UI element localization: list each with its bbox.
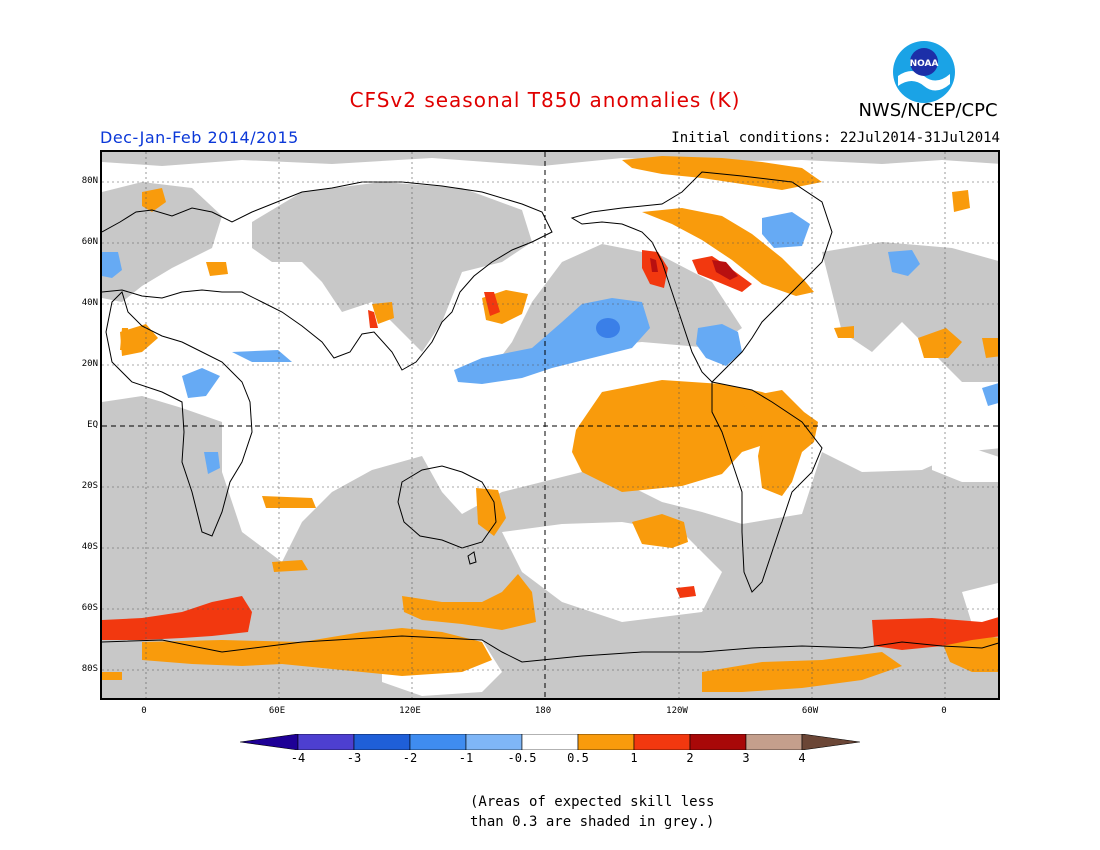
footnote-line-2: than 0.3 are shaded in grey.) [470, 814, 715, 830]
lat-label-60n: 60N [81, 237, 98, 247]
lon-label-0-east: 0 [941, 706, 947, 716]
lat-label-80n: 80N [81, 176, 98, 186]
season-label: Dec-Jan-Feb 2014/2015 [100, 128, 299, 147]
positive-anomaly-areas-orange [102, 156, 998, 692]
lat-label-40s: 40S [81, 542, 98, 552]
map-canvas [102, 152, 998, 698]
lat-label-40n: 40N [81, 298, 98, 308]
colorbar-label-neg4: -4 [290, 751, 306, 765]
low-skill-grey-areas [102, 152, 998, 698]
skill-footnote: (Areas of expected skill less than 0.3 a… [470, 792, 750, 832]
lon-label-120w: 120W [666, 706, 688, 716]
color-swatch-1-05 [465, 734, 523, 750]
color-swatch-2-3 [689, 734, 747, 750]
colorbar-label-4: 4 [798, 751, 806, 765]
colorbar-label-neg2: -2 [402, 751, 418, 765]
anomaly-map [100, 150, 1000, 700]
colorbar-label-05: 0.5 [567, 751, 589, 765]
lat-label-80s: 80S [81, 664, 98, 674]
initial-conditions-label: Initial conditions: 22Jul2014-31Jul2014 [671, 130, 1000, 146]
colorbar-label-neg1: -1 [458, 751, 474, 765]
color-swatch-1-2 [633, 734, 691, 750]
colorbar-label-3: 3 [742, 751, 750, 765]
color-swatch-2-1 [409, 734, 467, 750]
lon-label-0: 0 [141, 706, 147, 716]
reference-lines [102, 152, 998, 698]
chart-title: CFSv2 seasonal T850 anomalies (K) [349, 88, 741, 112]
coastlines [102, 171, 998, 663]
organization-label: NWS/NCEP/CPC [858, 100, 998, 121]
colorbar-label-neg3: -3 [346, 751, 362, 765]
color-swatch-4-3 [297, 734, 355, 750]
noaa-logo-text: NOAA [910, 59, 939, 69]
lon-label-120e: 120E [399, 706, 421, 716]
footnote-line-1: (Areas of expected skill less [470, 794, 715, 810]
lat-label-20n: 20N [81, 359, 98, 369]
lon-label-180: 180 [534, 706, 552, 716]
noaa-logo: NOAA [893, 41, 955, 103]
colorbar-label-neg05: -0.5 [507, 751, 537, 765]
lat-label-60s: 60S [81, 603, 98, 613]
color-swatch-3-4 [745, 734, 803, 750]
color-scale-bar [240, 734, 860, 750]
lon-label-60w: 60W [801, 706, 819, 716]
grid-lines [102, 152, 998, 698]
colorbar-label-1: 1 [630, 751, 638, 765]
negative-anomaly-areas [102, 212, 998, 474]
positive-anomaly-areas-dark-red [650, 258, 738, 280]
colorbar-label-2: 2 [686, 751, 694, 765]
color-swatch-3-2 [353, 734, 411, 750]
color-swatch-05-1 [577, 734, 635, 750]
color-swatch-above-4 [801, 734, 860, 750]
color-swatch-below-4 [240, 734, 299, 750]
lon-label-60e: 60E [268, 706, 286, 716]
lat-label-20s: 20S [81, 481, 98, 491]
color-swatch-neutral [521, 734, 579, 750]
lat-label-eq: EQ [87, 420, 98, 430]
